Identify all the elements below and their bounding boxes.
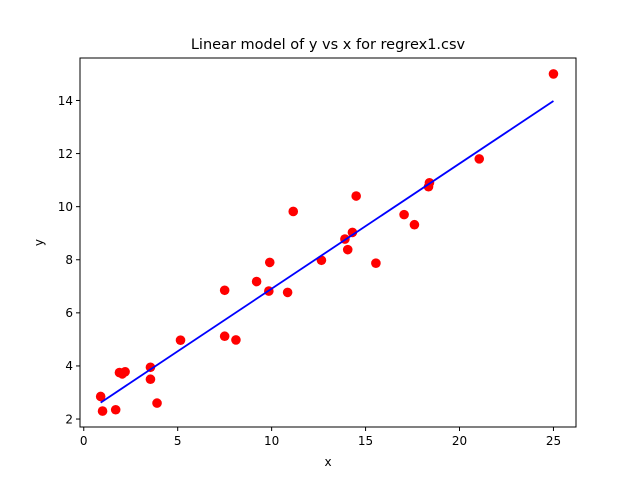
chart-title: Linear model of y vs x for regrex1.csv bbox=[191, 37, 466, 53]
data-point bbox=[251, 276, 262, 287]
y-tick-label: 14 bbox=[58, 94, 73, 108]
data-point bbox=[231, 335, 241, 345]
data-point bbox=[145, 362, 156, 373]
x-tick-label: 5 bbox=[174, 434, 182, 448]
data-point bbox=[409, 219, 420, 230]
data-point bbox=[351, 191, 361, 201]
data-point bbox=[342, 244, 353, 255]
x-tick-label: 0 bbox=[80, 434, 88, 448]
x-axis: 0 5 10 15 20 25 bbox=[80, 427, 561, 448]
axes-frame bbox=[79, 57, 577, 428]
y-tick-label: 8 bbox=[65, 253, 73, 267]
x-tick-label: 20 bbox=[452, 434, 467, 448]
y-tick-label: 6 bbox=[65, 306, 73, 320]
regression-line bbox=[100, 100, 554, 404]
data-point bbox=[152, 398, 162, 408]
data-point bbox=[474, 154, 485, 164]
data-point bbox=[120, 366, 130, 377]
y-tick-label: 2 bbox=[65, 412, 73, 426]
data-point bbox=[288, 206, 299, 217]
data-point bbox=[175, 335, 186, 345]
data-point bbox=[264, 257, 275, 268]
data-point bbox=[347, 227, 358, 238]
data-point bbox=[282, 287, 293, 298]
data-point bbox=[399, 209, 409, 220]
plot-area bbox=[95, 69, 559, 416]
data-point bbox=[145, 374, 156, 385]
data-point bbox=[219, 331, 230, 342]
y-axis-label: y bbox=[32, 239, 46, 246]
data-point bbox=[371, 258, 381, 269]
data-point bbox=[95, 391, 106, 402]
y-axis: 2 4 6 8 10 12 14 bbox=[58, 94, 80, 426]
data-point bbox=[110, 404, 121, 415]
y-tick-label: 12 bbox=[58, 147, 73, 161]
data-point bbox=[97, 406, 108, 416]
data-point bbox=[219, 285, 230, 296]
x-tick-label: 10 bbox=[264, 434, 279, 448]
x-axis-label: x bbox=[324, 455, 331, 469]
y-tick-label: 10 bbox=[58, 200, 73, 214]
y-tick-label: 4 bbox=[65, 359, 73, 373]
data-point bbox=[548, 69, 559, 79]
x-tick-label: 15 bbox=[358, 434, 373, 448]
x-tick-label: 25 bbox=[546, 434, 561, 448]
